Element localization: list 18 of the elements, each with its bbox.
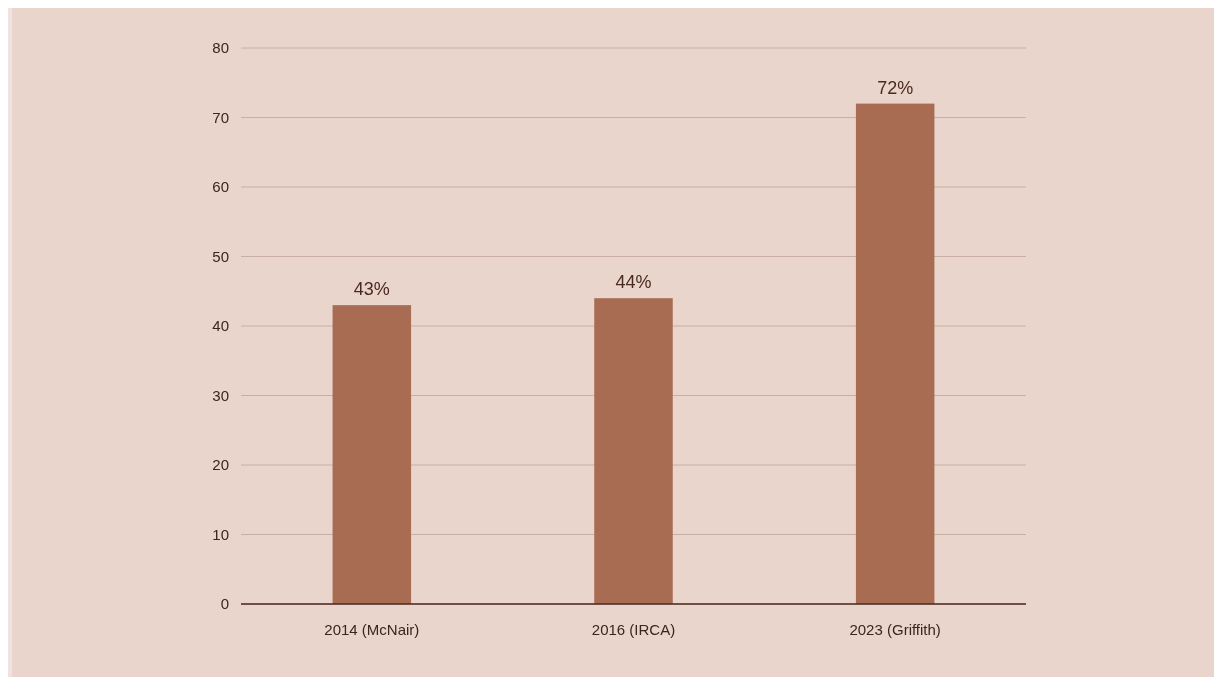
y-tick-label: 40 [212,317,229,335]
y-tick-label: 80 [212,39,229,57]
data-label: 44% [615,272,652,293]
y-tick-label: 30 [212,386,229,404]
bar [332,305,412,604]
x-tick-label: 2014 (McNair) [324,621,420,638]
data-label: 72% [877,77,914,98]
x-tick-label: 2023 (Griffith) [849,621,941,638]
y-tick-label: 20 [212,456,229,474]
y-tick-label: 0 [220,595,229,613]
y-tick-label: 70 [212,108,229,126]
y-tick-label: 50 [212,247,229,265]
data-label: 43% [353,279,390,300]
bar [594,298,673,604]
x-tick-label: 2016 (IRCA) [591,621,676,638]
y-tick-label: 60 [212,178,229,196]
y-tick-label: 10 [212,525,229,543]
bar [855,103,935,604]
